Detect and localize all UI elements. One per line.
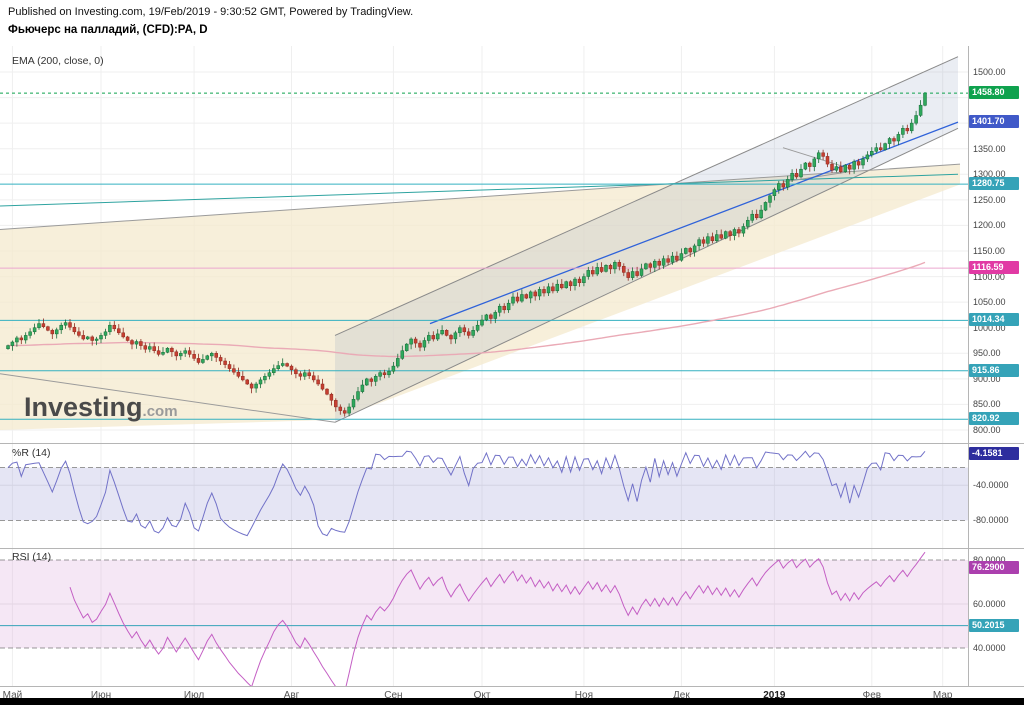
price-tick-label: 900.00: [973, 373, 1001, 384]
price-tick-label: 1150.00: [973, 246, 1005, 256]
wr-value-badge: -4.1581: [969, 446, 1019, 460]
price-badge: 1280.75: [969, 177, 1019, 191]
ema-indicator-label: EMA (200, close, 0): [12, 55, 104, 67]
x-axis-label: Мар: [932, 690, 953, 701]
rsi-level-label: 80.0000: [973, 555, 1006, 565]
rsi-level-label: 60.0000: [973, 599, 1006, 609]
price-tick-label: 1000.00: [973, 322, 1006, 333]
wr-level-label: -80.0000: [973, 515, 1009, 526]
x-axis-label: Май: [2, 690, 23, 701]
x-axis-label: Июн: [90, 690, 112, 701]
price-tick-label: 1300.00: [973, 169, 1006, 180]
price-badge: 1458.80: [969, 86, 1019, 100]
price-badge: 915.86: [969, 363, 1019, 377]
x-axis-label: Сен: [384, 690, 403, 701]
x-axis-label: 2019: [763, 690, 786, 701]
rsi-indicator-label: RSI (14): [12, 551, 52, 563]
x-axis-label: Июл: [183, 690, 205, 701]
price-tick-label: 1200.00: [973, 220, 1006, 231]
watermark-brand: Investing: [24, 392, 143, 422]
price-tick-label: 950.00: [973, 348, 1001, 359]
watermark-suffix: .com: [142, 403, 178, 420]
investing-watermark: Investing.com: [24, 392, 178, 427]
price-badge: 1116.59: [969, 261, 1019, 275]
bottom-bar: [0, 698, 1024, 705]
price-tick-label: 850.00: [973, 399, 1001, 410]
price-tick-label: 1350.00: [973, 143, 1006, 154]
price-badge: 1014.34: [969, 313, 1019, 327]
x-axis-label: Окт: [473, 690, 491, 701]
price-tick-label: 1100.00: [973, 271, 1005, 282]
wr-indicator-label: %R (14): [12, 447, 51, 459]
price-tick-label: 800.00: [973, 425, 1001, 435]
price-badge: 820.92: [969, 412, 1019, 426]
x-axis-label: Ноя: [574, 690, 593, 701]
instrument-title: Фьючерс на палладий, (CFD):PA, D: [8, 24, 208, 36]
rsi-value-badge: 76.2900: [969, 561, 1019, 575]
price-tick-label: 1050.00: [973, 297, 1006, 308]
price-tick-label: 1250.00: [973, 194, 1006, 205]
wr-level-label: -40.0000: [973, 480, 1009, 491]
published-line: Published on Investing.com, 19/Feb/2019 …: [8, 6, 414, 18]
x-axis-label: Фев: [862, 690, 882, 701]
price-tick-label: 1500.00: [973, 67, 1006, 77]
x-axis-label: Авг: [283, 690, 300, 701]
price-badge: 1401.70: [969, 115, 1019, 129]
rsi-level-label: 40.0000: [973, 643, 1006, 653]
rsi-mid-badge: 50.2015: [969, 618, 1019, 632]
x-axis-label: Дек: [673, 690, 690, 701]
